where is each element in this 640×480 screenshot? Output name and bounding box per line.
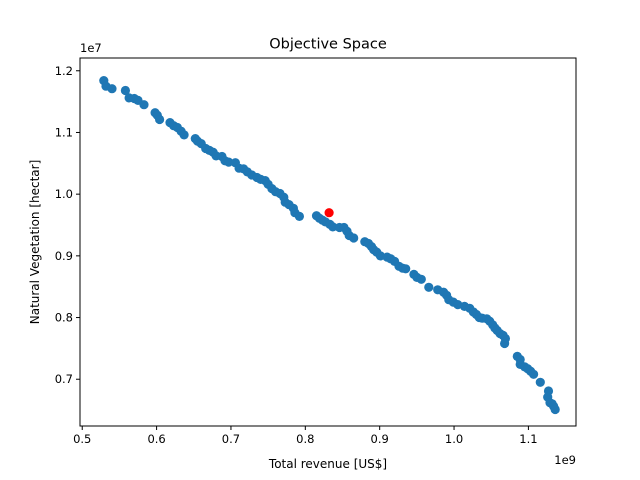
x-tick-label: 1.1: [519, 432, 537, 446]
data-point: [294, 211, 304, 221]
plot-points: [99, 76, 560, 415]
data-point: [224, 157, 234, 167]
y-tick-label: 1.1: [55, 125, 73, 139]
chart-title: Objective Space: [269, 37, 387, 53]
data-point: [120, 85, 130, 96]
data-point: [179, 130, 189, 140]
x-tick-label: 0.6: [147, 432, 165, 446]
y-tick-label: 0.7: [55, 372, 73, 386]
data-point: [155, 114, 165, 125]
data-point: [535, 377, 545, 387]
data-point: [349, 233, 359, 243]
x-axis-label: Total revenue [US$]: [268, 457, 387, 471]
data-point: [328, 222, 338, 232]
x-tick-label: 0.9: [371, 432, 389, 446]
x-axis-ticks: 0.5 0.6 0.7 0.8 0.9 1.0 1.1: [73, 426, 538, 446]
plot-frame: [79, 57, 577, 427]
x-tick-label: 0.5: [73, 432, 91, 446]
data-point: [416, 274, 426, 284]
x-tick-label: 0.8: [296, 432, 314, 446]
y-tick-label: 0.9: [55, 249, 73, 263]
y-axis-ticks: 0.7 0.8 0.9 1.0 1.1 1.2: [55, 64, 80, 386]
highlighted-point: [324, 208, 334, 218]
x-tick-label: 1.0: [445, 432, 463, 446]
y-axis-multiplier: 1e7: [80, 41, 102, 55]
y-tick-label: 1.2: [55, 64, 73, 78]
data-point: [139, 100, 149, 110]
data-point: [424, 282, 434, 292]
data-point: [107, 84, 117, 94]
data-point: [529, 369, 539, 379]
data-point: [500, 338, 510, 349]
y-tick-label: 1.0: [55, 187, 73, 201]
data-point: [550, 404, 560, 415]
x-tick-label: 0.7: [222, 432, 240, 446]
x-axis-multiplier: 1e9: [554, 453, 576, 467]
data-point: [401, 264, 411, 274]
y-tick-label: 0.8: [55, 311, 73, 325]
y-axis-label: Natural Vegetation [hectar]: [28, 160, 42, 325]
